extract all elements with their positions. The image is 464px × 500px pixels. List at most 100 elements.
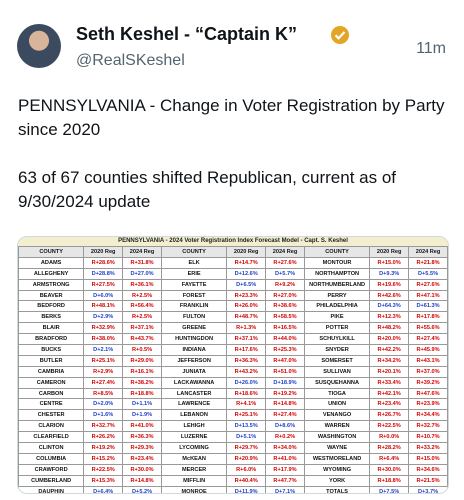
reg-cell: R+23.4% (369, 398, 410, 411)
table-row: ADAMS R+28.6% R+31.8% ELK R+14.7% R+27.6% MONT… (18, 256, 448, 269)
reg-cell: R+36.3% (226, 354, 267, 367)
reg-cell: R+48.7% (226, 311, 267, 324)
reg-cell: R+14.8% (265, 398, 305, 411)
county-cell: CLEARFIELD (18, 431, 85, 444)
county-cell: McKEAN (160, 452, 228, 465)
reg-cell: R+37.1% (122, 322, 162, 335)
reg-cell: D+64.3% (369, 300, 410, 313)
reg-cell: R+23.3% (226, 289, 267, 302)
reg-cell: R+38.0% (83, 333, 124, 346)
reg-cell: D+3.7% (408, 485, 448, 493)
reg-cell: R+26.7% (369, 409, 410, 422)
author-handle[interactable]: @RealSKeshel (76, 52, 185, 69)
reg-cell: R+42.2% (369, 344, 410, 356)
reg-cell: R+29.0% (122, 354, 162, 367)
reg-cell: R+42.6% (369, 289, 410, 302)
county-cell: BUTLER (18, 354, 85, 367)
county-cell: WYOMING (303, 463, 371, 476)
county-cell: POTTER (303, 322, 371, 335)
reg-cell: R+56.4% (122, 300, 162, 313)
reg-cell: R+6.0% (226, 463, 267, 476)
reg-cell: R+36.1% (122, 278, 162, 291)
reg-cell: R+27.5% (83, 278, 124, 291)
reg-cell: R+19.6% (369, 278, 410, 291)
reg-cell: R+0.5% (122, 344, 162, 356)
avatar[interactable] (17, 24, 61, 68)
attached-image[interactable]: PENNSYLVANIA - 2024 Voter Registration I… (17, 236, 449, 494)
reg-cell: D+2.9% (83, 311, 124, 324)
county-cell: MERCER (160, 463, 228, 476)
reg-cell: R+48.1% (83, 300, 124, 313)
county-cell: PERRY (303, 289, 371, 302)
county-cell: SNYDER (303, 344, 371, 356)
county-cell: FOREST (160, 289, 228, 302)
reg-cell: R+17.8% (408, 311, 448, 324)
reg-cell: D+9.3% (369, 267, 410, 280)
county-cell: SOMERSET (303, 354, 371, 367)
reg-cell: R+15.3% (83, 474, 124, 487)
timestamp[interactable]: 11m (416, 40, 446, 57)
county-cell: VENANGO (303, 409, 371, 422)
reg-cell: R+30.0% (369, 463, 410, 476)
reg-cell: R+15.2% (83, 452, 124, 465)
reg-cell: D+7.5% (369, 485, 410, 493)
reg-cell: R+44.0% (265, 333, 305, 346)
table-row: BERKS D+2.9% R+2.5% FULTON R+48.7% R+58.5% PIK… (18, 311, 448, 324)
county-cell: LANCASTER (160, 387, 228, 400)
county-cell: CHESTER (18, 409, 85, 422)
reg-cell: R+20.9% (226, 452, 267, 465)
author-name[interactable]: Seth Keshel - “Captain K” (76, 24, 298, 44)
reg-cell: R+40.4% (226, 474, 267, 487)
reg-cell: R+33.4% (369, 376, 410, 389)
column-header: 2020 Reg (83, 246, 124, 258)
reg-cell: R+18.8% (369, 474, 410, 487)
county-cell: BUCKS (18, 344, 85, 356)
county-cell: SULLIVAN (303, 365, 371, 378)
county-cell: SUSQUEHANNA (303, 376, 371, 389)
reg-cell: R+34.2% (369, 354, 410, 367)
paragraph: 63 of 67 counties shifted Republican, cu… (18, 168, 397, 211)
reg-cell: R+18.6% (226, 387, 267, 400)
reg-cell: R+15.0% (369, 256, 410, 269)
county-cell: CARBON (18, 387, 85, 400)
reg-cell: R+14.8% (122, 474, 162, 487)
reg-cell: R+51.0% (265, 365, 305, 378)
reg-cell: R+2.9% (83, 365, 124, 378)
table-row: CUMBERLAND R+15.3% R+14.8% MIFFLIN R+40.4% R+… (18, 474, 448, 487)
reg-cell: R+14.7% (226, 256, 267, 269)
county-cell: WESTMORELAND (303, 452, 371, 465)
reg-cell: R+27.4% (83, 376, 124, 389)
paragraph: PENNSYLVANIA - Change in Voter Registrat… (18, 96, 445, 139)
county-cell: TIOGA (303, 387, 371, 400)
county-cell: PHILADELPHIA (303, 300, 371, 313)
reg-cell: D+5.1% (226, 431, 267, 444)
reg-cell: R+47.6% (408, 387, 448, 400)
reg-cell: D+1.1% (122, 398, 162, 411)
reg-cell: R+19.2% (265, 387, 305, 400)
county-cell: WARREN (303, 420, 371, 433)
county-cell: YORK (303, 474, 371, 487)
reg-cell: R+38.2% (122, 376, 162, 389)
county-cell: JEFFERSON (160, 354, 228, 367)
county-cell: FAYETTE (160, 278, 228, 291)
county-cell: LACKAWANNA (160, 376, 228, 389)
county-cell: LEBANON (160, 409, 228, 422)
reg-cell: R+17.9% (265, 463, 305, 476)
column-header: 2024 Reg (408, 246, 448, 258)
reg-cell: R+4.1% (226, 398, 267, 411)
reg-cell: R+22.5% (369, 420, 410, 433)
reg-cell: R+29.3% (122, 442, 162, 454)
county-cell: CLARION (18, 420, 85, 433)
county-cell: CAMBRIA (18, 365, 85, 378)
reg-cell: R+1.3% (226, 322, 267, 335)
reg-cell: R+29.7% (226, 442, 267, 454)
table-row: CENTRE D+2.0% D+1.1% LAWRENCE R+4.1% R+14.8% U… (18, 398, 448, 411)
reg-cell: R+18.8% (122, 387, 162, 400)
county-cell: INDIANA (160, 344, 228, 356)
reg-cell: R+0.2% (265, 431, 305, 444)
reg-cell: R+37.1% (226, 333, 267, 346)
reg-cell: D+8.6% (265, 420, 305, 433)
county-cell: LAWRENCE (160, 398, 228, 411)
reg-cell: R+28.6% (83, 256, 124, 269)
header-row: COUNTY 2020 Reg 2024 Reg COUNTY 2020 Reg 2024… (18, 246, 448, 258)
